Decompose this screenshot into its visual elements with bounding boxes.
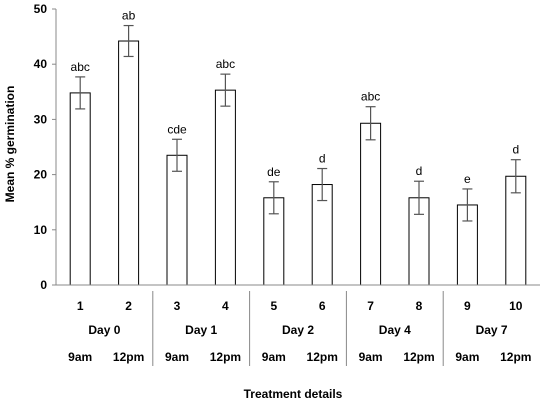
- significance-label: abc: [361, 90, 380, 104]
- x-tick-label: 4: [222, 299, 229, 313]
- time-label: 9am: [262, 350, 286, 364]
- group-label: Day 7: [476, 323, 508, 337]
- group-label: Day 0: [88, 323, 120, 337]
- significance-label: ab: [122, 9, 136, 23]
- y-tick-label: 10: [34, 223, 48, 237]
- time-label: 12pm: [113, 350, 144, 364]
- x-tick-label: 6: [319, 299, 326, 313]
- bar: [214, 89, 236, 286]
- bar: [360, 122, 382, 286]
- x-axis: 1 2 3 4 5 6 7 8 9 10 Day 0 9am 12pm Day 1 9am 12pm Day 2…: [56, 284, 540, 366]
- x-axis-label: Treatment details: [244, 387, 343, 401]
- significance-label: e: [464, 172, 471, 186]
- y-axis-label: Mean % germination: [3, 86, 17, 203]
- bar: [166, 154, 188, 286]
- group-label: Day 4: [379, 323, 411, 337]
- x-tick-label: 8: [416, 299, 423, 313]
- significance-label: d: [416, 164, 423, 178]
- y-tick-label: 50: [34, 2, 48, 16]
- bar: [118, 40, 140, 286]
- time-label: 9am: [455, 350, 479, 364]
- y-tick-label: 0: [40, 278, 47, 292]
- significance-label: cde: [167, 122, 187, 136]
- time-label: 12pm: [307, 350, 338, 364]
- y-tick-label: 30: [34, 112, 48, 126]
- time-label: 12pm: [210, 350, 241, 364]
- x-tick-label: 1: [77, 299, 84, 313]
- significance-label: d: [319, 152, 326, 166]
- time-label: 12pm: [403, 350, 434, 364]
- time-label: 9am: [359, 350, 383, 364]
- significance-label: d: [512, 143, 519, 157]
- group-label: Day 1: [185, 323, 217, 337]
- x-tick-label: 9: [464, 299, 471, 313]
- x-tick-label: 3: [174, 299, 181, 313]
- significance-label: de: [267, 165, 281, 179]
- y-tick-label: 40: [34, 57, 48, 71]
- x-tick-label: 2: [125, 299, 132, 313]
- time-label: 9am: [68, 350, 92, 364]
- group-label: Day 2: [282, 323, 314, 337]
- y-axis: 0 10 20 30 40 50: [34, 2, 57, 292]
- bar: [69, 92, 91, 286]
- x-tick-label: 7: [367, 299, 374, 313]
- y-tick-label: 20: [34, 168, 48, 182]
- x-tick-label: 5: [270, 299, 277, 313]
- x-tick-label: 10: [509, 299, 523, 313]
- significance-label: abc: [71, 60, 90, 74]
- significance-label: abc: [216, 57, 235, 71]
- time-label: 9am: [165, 350, 189, 364]
- time-label: 12pm: [500, 350, 531, 364]
